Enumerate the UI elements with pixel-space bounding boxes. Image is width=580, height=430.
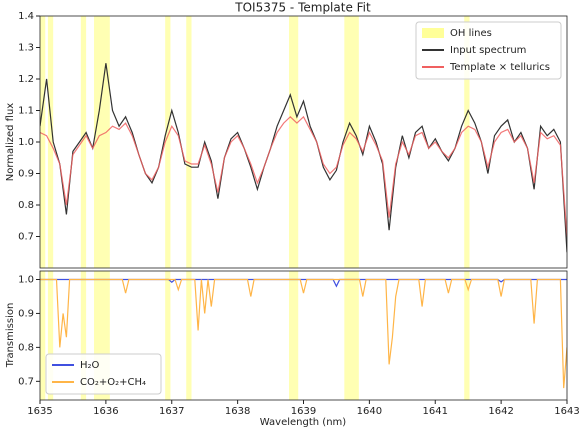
x-tick-label: 1638 — [225, 406, 250, 417]
series-line — [40, 278, 567, 288]
y-tick-label: 1.1 — [18, 106, 34, 117]
x-tick-label: 1642 — [488, 406, 513, 417]
x-tick-label: 1639 — [291, 406, 316, 417]
legend-label: Template × tellurics — [449, 62, 550, 73]
legend-box — [415, 21, 562, 80]
oh-span — [344, 16, 359, 268]
series-line — [40, 278, 567, 389]
x-tick-label: 1641 — [423, 406, 448, 417]
oh-span — [464, 271, 470, 400]
oh-span — [165, 271, 171, 400]
oh-span — [40, 16, 46, 268]
oh-span — [40, 271, 46, 400]
y-tick-label: 0.8 — [18, 200, 34, 211]
legend-swatch — [422, 28, 444, 38]
y-axis-label: Normalized flux — [5, 103, 16, 182]
oh-span — [47, 271, 54, 400]
oh-span — [186, 271, 192, 400]
y-tick-label: 1.3 — [18, 43, 34, 54]
legend-label: Input spectrum — [450, 45, 526, 56]
legend-label: H₂O — [80, 360, 100, 371]
y-tick-label: 1.0 — [18, 137, 34, 148]
y-tick-label: 1.2 — [18, 74, 34, 85]
oh-span — [464, 16, 470, 268]
y-tick-label: 1.0 — [18, 274, 34, 285]
y-tick-label: 0.9 — [18, 308, 34, 319]
oh-span — [165, 16, 171, 268]
x-tick-label: 1636 — [93, 406, 118, 417]
oh-span — [289, 16, 299, 268]
oh-span — [80, 271, 87, 400]
y-axis-label: Transmission — [5, 303, 16, 369]
x-tick-label: 1637 — [159, 406, 184, 417]
legend-label: OH lines — [450, 28, 492, 39]
chart-title: TOI5375 - Template Fit — [234, 1, 371, 15]
y-tick-label: 1.4 — [18, 11, 34, 22]
series-line — [40, 115, 567, 237]
y-tick-label: 0.7 — [18, 376, 34, 387]
legend-box — [45, 353, 162, 395]
oh-span — [289, 271, 299, 400]
oh-span — [186, 16, 192, 268]
x-axis-label: Wavelength (nm) — [260, 417, 346, 428]
x-tick-label: 1635 — [27, 406, 52, 417]
y-tick-label: 0.9 — [18, 169, 34, 180]
series-line — [40, 63, 567, 253]
legend-label: CO₂+O₂+CH₄ — [80, 377, 146, 388]
y-tick-label: 0.7 — [18, 232, 34, 243]
y-tick-label: 0.8 — [18, 342, 34, 353]
oh-span — [94, 16, 110, 268]
oh-span — [80, 16, 87, 268]
x-tick-label: 1643 — [554, 406, 579, 417]
oh-span — [344, 271, 359, 400]
x-tick-label: 1640 — [357, 406, 382, 417]
